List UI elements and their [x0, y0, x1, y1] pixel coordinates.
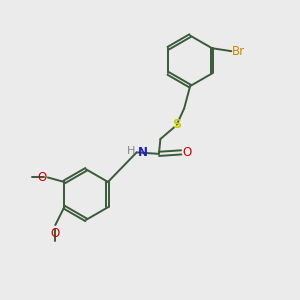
- Text: S: S: [172, 118, 181, 131]
- Text: O: O: [51, 226, 60, 239]
- Text: Br: Br: [232, 45, 245, 58]
- Text: N: N: [138, 146, 148, 159]
- Text: O: O: [38, 171, 47, 184]
- Text: H: H: [128, 146, 136, 156]
- Text: O: O: [183, 146, 192, 159]
